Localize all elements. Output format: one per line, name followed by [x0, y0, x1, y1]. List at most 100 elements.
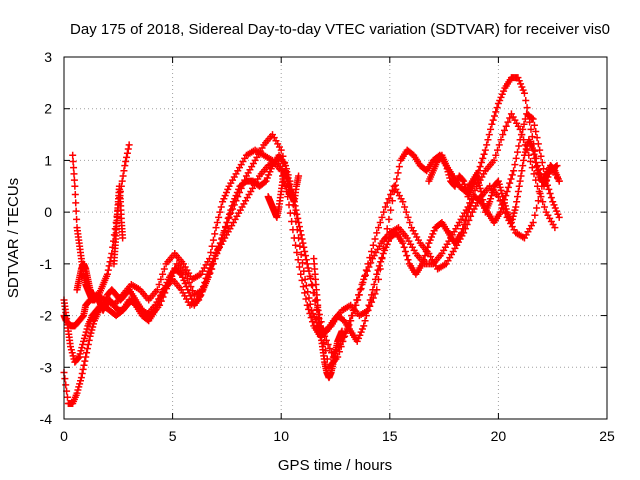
data-point [528, 164, 536, 172]
data-point [208, 242, 216, 250]
data-point [302, 252, 310, 260]
data-point [373, 270, 381, 278]
data-point [73, 215, 81, 223]
data-point [429, 230, 437, 238]
data-point [82, 353, 90, 361]
data-point [183, 283, 191, 291]
data-point [383, 240, 391, 248]
data-series-track-4 [60, 110, 563, 366]
data-point [216, 239, 224, 247]
data-point [520, 120, 528, 128]
data-point [533, 204, 541, 212]
data-point [496, 183, 504, 191]
data-point [514, 74, 522, 82]
data-point [267, 165, 275, 173]
data-point [291, 209, 299, 217]
data-point [355, 291, 363, 299]
data-point [212, 224, 220, 232]
data-point [520, 151, 528, 159]
data-point [543, 181, 551, 189]
data-point [361, 317, 369, 325]
data-point [358, 325, 366, 333]
data-point [400, 243, 408, 251]
y-tick-label: 1 [44, 152, 52, 168]
data-point [498, 190, 506, 198]
data-point [500, 87, 508, 95]
data-point [406, 218, 414, 226]
data-point [515, 182, 523, 190]
data-point [118, 177, 126, 185]
data-point [522, 96, 530, 104]
data-point [295, 234, 303, 242]
data-point [373, 229, 381, 237]
data-point [155, 297, 163, 305]
data-point [163, 278, 171, 286]
data-point [292, 206, 300, 214]
data-point [418, 260, 426, 268]
data-point [527, 157, 535, 165]
data-point [298, 235, 306, 243]
data-point [266, 168, 274, 176]
data-point [517, 172, 525, 180]
data-point [226, 210, 234, 218]
data-point [420, 256, 428, 264]
data-point [540, 203, 548, 211]
data-point [186, 292, 194, 300]
data-point [361, 272, 369, 280]
data-point [369, 286, 377, 294]
data-point [61, 375, 69, 383]
data-point [162, 282, 170, 290]
data-point [532, 158, 540, 166]
data-point [401, 203, 409, 211]
data-point [123, 153, 131, 161]
data-point [338, 327, 346, 335]
data-point [364, 260, 372, 268]
data-point [468, 199, 476, 207]
data-point [383, 199, 391, 207]
data-point [156, 294, 164, 302]
data-point [209, 236, 217, 244]
x-tick-label: 0 [60, 428, 68, 444]
data-point [368, 247, 376, 255]
data-point [202, 274, 210, 282]
data-point [385, 215, 393, 223]
data-point [229, 198, 237, 206]
data-point [303, 260, 311, 268]
data-point [375, 262, 383, 270]
data-point [176, 269, 184, 277]
data-point [476, 184, 484, 192]
data-point [263, 174, 271, 182]
data-point [404, 256, 412, 264]
data-point [304, 264, 312, 272]
data-point [422, 247, 430, 255]
data-point [104, 266, 112, 274]
data-point [489, 116, 497, 124]
data-point [159, 288, 167, 296]
data-point [474, 175, 482, 183]
data-point [554, 210, 562, 218]
data-point [83, 325, 91, 333]
data-point [539, 198, 547, 206]
data-point [514, 187, 522, 195]
data-point [295, 172, 303, 180]
data-point [209, 258, 217, 266]
data-point [481, 146, 489, 154]
data-point [119, 234, 127, 242]
data-point [292, 217, 300, 225]
data-point [555, 177, 563, 185]
data-point [73, 389, 81, 397]
data-point [80, 361, 88, 369]
data-point [370, 281, 378, 289]
data-point [69, 151, 77, 159]
data-point [496, 96, 504, 104]
data-point [477, 158, 485, 166]
data-point [77, 347, 85, 355]
y-tick-label: -4 [40, 411, 53, 427]
data-point [220, 227, 228, 235]
data-point [74, 354, 82, 362]
data-point [210, 255, 218, 263]
data-point [511, 161, 519, 169]
data-point [199, 283, 207, 291]
data-point [212, 248, 220, 256]
